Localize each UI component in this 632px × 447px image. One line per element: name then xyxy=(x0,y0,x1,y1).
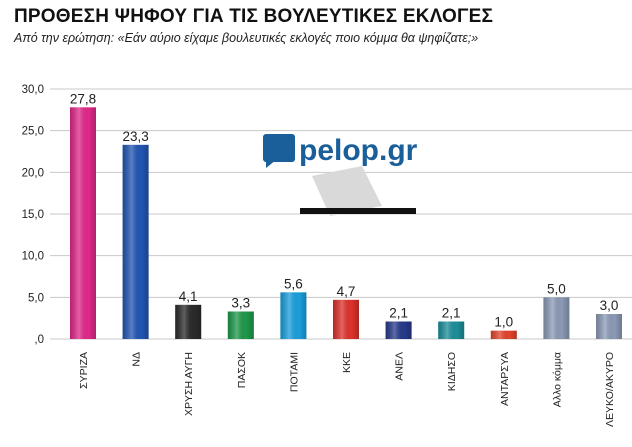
data-label: 5,6 xyxy=(284,276,303,291)
bar-shading xyxy=(227,311,254,339)
data-label: 23,3 xyxy=(122,129,148,144)
data-label: 4,7 xyxy=(337,284,356,299)
ballot-slot xyxy=(300,208,416,214)
bar-shading xyxy=(122,144,149,339)
x-tick-label: ΑΝΤΑΡΣΥΑ xyxy=(499,352,511,406)
y-tick-label: 20,0 xyxy=(22,167,44,179)
data-label: 1,0 xyxy=(494,315,513,330)
y-tick-label: 30,0 xyxy=(22,84,44,96)
y-tick-label: 5,0 xyxy=(28,292,44,304)
x-tick-label: ΠΑΣΟΚ xyxy=(236,352,248,388)
bar-shading xyxy=(333,299,359,339)
x-tick-label: ΛΕΥΚΟ/ΑΚΥΡΟ xyxy=(604,352,616,427)
chart-title: ΠΡΟΘΕΣΗ ΨΗΦΟΥ ΓΙΑ ΤΙΣ ΒΟΥΛΕΥΤΙΚΕΣ ΕΚΛΟΓΕ… xyxy=(14,6,494,27)
logo-text: pelop.gr xyxy=(299,134,418,167)
x-tick-label: ΑΝΕΛ xyxy=(394,352,406,381)
y-tick-label: 10,0 xyxy=(22,251,44,263)
bar-shading xyxy=(543,297,570,339)
data-label: 27,8 xyxy=(70,91,96,106)
x-tick-label: ΚΙΔΗΣΟ xyxy=(446,352,458,391)
bar-shading xyxy=(385,321,412,339)
bar-shading xyxy=(175,304,202,339)
pelop-logo: pelop.gr xyxy=(263,134,418,216)
x-tick-label: ΣΥΡΙΖΑ xyxy=(78,352,90,389)
x-tick-label: ΚΚΕ xyxy=(341,352,353,373)
data-label: 4,1 xyxy=(179,289,198,304)
y-tick-label: ,0 xyxy=(34,334,44,346)
bar-shading xyxy=(70,107,96,339)
data-label: 5,0 xyxy=(547,281,566,296)
chart-subtitle: Από την ερώτηση: «Εάν αύριο είχαμε βουλε… xyxy=(14,31,479,45)
speech-bubble-icon xyxy=(263,134,295,168)
bars xyxy=(70,107,622,339)
y-tick-label: 25,0 xyxy=(22,126,44,138)
bar-shading xyxy=(490,330,517,339)
data-labels: 27,823,34,13,35,64,72,12,11,05,03,02,713… xyxy=(70,91,619,330)
data-label: 2,1 xyxy=(389,306,408,321)
x-tick-label: ΧΡΥΣΗ ΑΥΓΗ xyxy=(183,352,195,416)
x-tick-label: Αλλο κόμμα xyxy=(551,352,563,407)
bar-shading xyxy=(438,321,465,339)
bar-shading xyxy=(596,314,622,339)
x-axis-labels: ΣΥΡΙΖΑ ΝΔ ΧΡΥΣΗ ΑΥΓΗ ΠΑΣΟΚ ΠΟΤΑΜΙ ΚΚΕ ΑΝΕΛ ΚΙΔΗ… xyxy=(78,352,616,427)
y-tick-label: 15,0 xyxy=(22,209,44,221)
x-tick-label: ΝΔ xyxy=(131,352,143,367)
ballot-paper-shape xyxy=(312,166,382,216)
data-label: 3,0 xyxy=(600,298,619,313)
y-axis: ,0 5,0 10,0 15,0 20,0 25,0 30,0 xyxy=(22,84,44,346)
data-label: 2,1 xyxy=(442,306,461,321)
bar-shading xyxy=(280,292,307,339)
data-label: 3,3 xyxy=(231,296,250,311)
x-tick-label: ΠΟΤΑΜΙ xyxy=(288,352,300,392)
